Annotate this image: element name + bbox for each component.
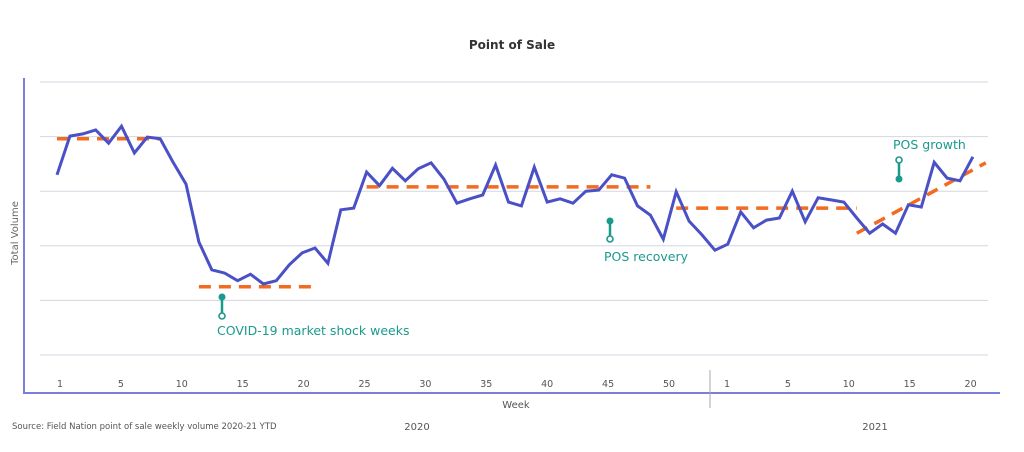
- x-tick-label: 50: [663, 379, 675, 390]
- x-tick-label: 1: [57, 379, 63, 390]
- series-line: [57, 126, 973, 284]
- x-tick-label: 5: [785, 379, 791, 390]
- x-tick-label: 20: [965, 379, 977, 390]
- annotation-marker: [219, 294, 226, 320]
- annotation-dot-filled: [219, 294, 226, 301]
- x-tick-label: 45: [602, 379, 614, 390]
- x-axis-label: Week: [502, 400, 530, 411]
- annotation-label: COVID-19 market shock weeks: [217, 323, 409, 338]
- source-note: Source: Field Nation point of sale weekl…: [12, 422, 277, 432]
- x-tick-label: 20: [298, 379, 310, 390]
- gridlines: [40, 82, 988, 355]
- annotation-marker: [607, 218, 614, 243]
- x-tick-label: 30: [419, 379, 431, 390]
- annotation-dot-open: [607, 236, 613, 242]
- x-tick-label: 25: [358, 379, 370, 390]
- annotation-marker: [896, 157, 903, 183]
- annotation-dot-filled: [607, 218, 614, 225]
- trend-lines: [57, 139, 986, 287]
- x-tick-label: 10: [176, 379, 188, 390]
- series: [57, 126, 973, 284]
- x-tick-label: 10: [843, 379, 855, 390]
- x-tick-label: 15: [237, 379, 249, 390]
- y-axis-label: Total Volume: [10, 201, 21, 266]
- x-tick-label: 1: [724, 379, 730, 390]
- group-label-2020: 2020: [404, 422, 429, 433]
- x-tick-label: 40: [541, 379, 553, 390]
- annotation-dot-open: [219, 313, 225, 319]
- chart-title: Point of Sale: [469, 38, 555, 52]
- annotation-label: POS growth: [893, 137, 966, 152]
- annotation-dot-filled: [896, 176, 903, 183]
- annotations: COVID-19 market shock weeks POS recovery P…: [217, 137, 966, 338]
- annotation-label: POS recovery: [604, 249, 689, 264]
- x-tick-label: 5: [118, 379, 124, 390]
- x-tick-label: 35: [480, 379, 492, 390]
- group-label-2021: 2021: [862, 422, 887, 433]
- annotation-dot-open: [896, 157, 902, 163]
- trend-line: [857, 163, 986, 233]
- x-tick-label: 15: [904, 379, 916, 390]
